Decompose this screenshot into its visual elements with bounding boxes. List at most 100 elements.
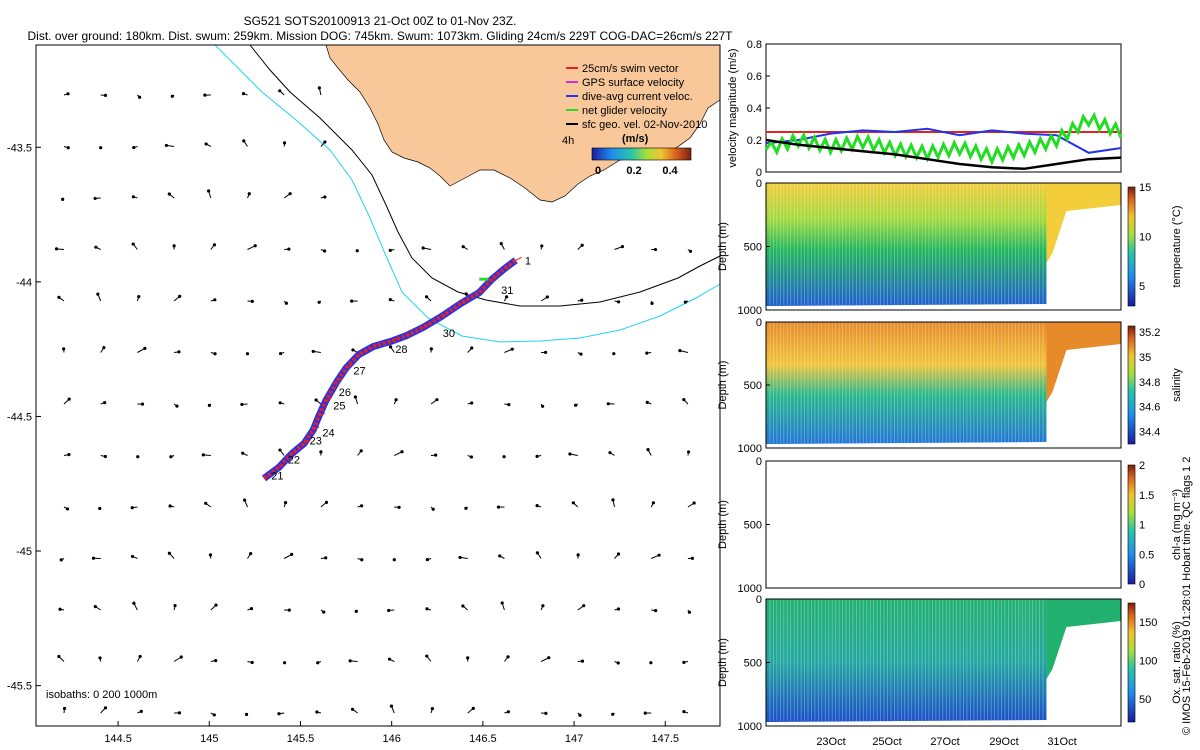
velocity-arrow-head xyxy=(580,243,584,247)
day-label: 28 xyxy=(395,344,407,356)
velocity-arrow-head xyxy=(201,453,205,457)
velocity-panel: 0 0.2 0.4 0.6 0.8 velocity magnitude (m/s) xyxy=(727,39,1123,179)
day-label: 1 xyxy=(525,255,531,267)
map-xtick-label: 145 xyxy=(200,733,218,745)
swim-vector-tick xyxy=(406,332,413,337)
colorbar-tick: 34.8 xyxy=(1139,377,1160,389)
velocity-arrow-head xyxy=(687,610,692,614)
day-label: 27 xyxy=(353,366,365,378)
velocity-arrow-head xyxy=(213,298,217,302)
velocity-arrow-head xyxy=(91,556,96,560)
velocity-arrow-head xyxy=(169,455,173,459)
section-data xyxy=(766,322,1047,444)
velocity-arrow-head xyxy=(132,145,136,150)
swim-vector-tick xyxy=(479,289,486,294)
velocity-arrow-head xyxy=(682,660,686,664)
velocity-arrow-head xyxy=(212,713,216,717)
velocity-arrow-head xyxy=(323,249,327,253)
colorbar-tick: 35.2 xyxy=(1139,327,1160,339)
velocity-arrow-head xyxy=(688,249,693,253)
section-data xyxy=(766,183,1047,306)
velocity-arrow-head xyxy=(678,349,682,353)
velocity-arrow-head xyxy=(535,551,539,555)
map-xtick-label: 147 xyxy=(565,733,583,745)
velocity-arrow-head xyxy=(543,350,548,354)
velocity-arrow-head xyxy=(506,710,510,714)
velocity-series-3 xyxy=(765,138,1122,171)
velocity-arrow-head xyxy=(287,608,291,612)
velocity-arrow-head xyxy=(253,244,257,248)
colorbar-tick: 1.5 xyxy=(1139,490,1154,502)
map-colorbar-tick: 0 xyxy=(595,165,601,177)
swim-vector-tick xyxy=(373,343,380,347)
map-legend: 25cm/s swim vector GPS surface velocity di… xyxy=(566,63,707,131)
velocity-arrow-head xyxy=(204,501,208,505)
velocity-arrow-head xyxy=(579,352,583,356)
velocity-arrow-head xyxy=(138,654,142,659)
velocity-arrow-head xyxy=(66,146,70,150)
velocity-arrow-head xyxy=(66,92,70,96)
velocity-arrow-head xyxy=(243,498,247,502)
colorbar-tick: 100 xyxy=(1139,656,1157,668)
velocity-arrow-head xyxy=(616,300,621,304)
velocity-arrow-head xyxy=(54,247,59,251)
velocity-arrow-head xyxy=(315,710,319,714)
section-ylabel: Depth (m) xyxy=(717,500,729,549)
velocity-arrow-head xyxy=(400,450,404,454)
colorbar-tick: 50 xyxy=(1139,694,1151,706)
map-colorbar-tick: 0.2 xyxy=(626,165,641,177)
velocity-arrow-head xyxy=(67,397,71,401)
velocity-arrow-head xyxy=(324,556,328,560)
velocity-ytick-label: 0 xyxy=(756,167,762,179)
velocity-arrow-head xyxy=(650,301,654,305)
velocity-arrow-head xyxy=(692,501,696,505)
day-label: 26 xyxy=(339,387,351,399)
velocity-arrow-head xyxy=(424,295,429,299)
velocity-arrow-head xyxy=(616,661,620,665)
velocity-arrow-head xyxy=(464,506,468,510)
section-ylabel: Depth (m) xyxy=(717,361,729,410)
map-xtick-label: 147.5 xyxy=(652,733,680,745)
velocity-arrow-head xyxy=(571,501,575,505)
velocity-arrow-head xyxy=(58,607,62,611)
velocity-arrow-head xyxy=(173,603,177,608)
velocity-arrow-head xyxy=(683,300,687,304)
velocity-arrow-head xyxy=(461,604,465,608)
velocity-arrow-head xyxy=(387,657,392,661)
velocity-arrow-head xyxy=(317,86,321,90)
velocity-arrow-head xyxy=(397,505,401,509)
velocity-arrow-head xyxy=(103,93,108,97)
velocity-arrow-head xyxy=(242,139,246,143)
depth-tick-label: 1000 xyxy=(738,721,762,733)
velocity-series-2 xyxy=(764,111,1123,166)
day-label: 25 xyxy=(333,401,345,413)
section-ylabel: Depth (m) xyxy=(717,638,729,687)
swim-vector-tick xyxy=(491,275,499,280)
legend-entry: net glider velocity xyxy=(582,105,667,117)
isobath-legend: isobaths: 0 200 1000m xyxy=(46,689,157,701)
time-tick-label: 31Oct xyxy=(1047,736,1076,748)
velocity-arrow-head xyxy=(464,292,468,296)
velocity-arrow-head xyxy=(164,143,169,148)
velocity-arrow-head xyxy=(167,551,172,555)
velocity-arrow-head xyxy=(392,558,396,562)
velocity-arrow-head xyxy=(59,558,63,562)
velocity-arrow-head xyxy=(214,658,218,663)
figure-title-line1: SG521 SOTS20100913 21-Oct 00Z to 01-Nov … xyxy=(243,14,517,28)
velocity-arrow-head xyxy=(103,706,108,710)
velocity-arrow-head xyxy=(611,498,615,502)
velocity-arrow-head xyxy=(137,295,141,299)
velocity-arrow-head xyxy=(130,554,135,559)
velocity-arrow-head xyxy=(470,346,474,350)
velocity-arrow-head xyxy=(250,660,254,665)
velocity-arrow-head xyxy=(499,242,503,246)
velocity-arrow-head xyxy=(213,352,217,356)
velocity-arrow-head xyxy=(131,195,135,199)
colorbar-tick: 35 xyxy=(1139,352,1151,364)
section-data-shallow xyxy=(1046,599,1121,679)
section-panel-3: 0 500 1000 Depth (m) 50 100 150 Ox. sat. ratio … xyxy=(717,594,1183,733)
map-colorbar-tick: 0.4 xyxy=(662,165,678,177)
